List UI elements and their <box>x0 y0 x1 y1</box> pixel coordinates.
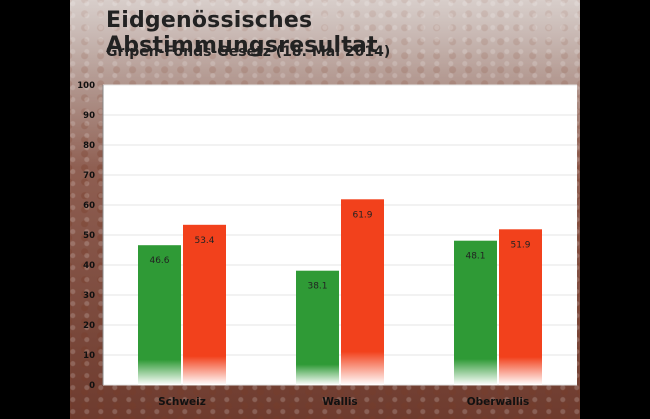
data-label: 61.9 <box>352 210 372 220</box>
y-tick-label: 40 <box>83 261 95 271</box>
data-label: 46.6 <box>149 256 169 266</box>
chart-stage: Eidgenössisches Abstimmungsresultat Grip… <box>70 0 580 419</box>
bar <box>454 240 497 385</box>
y-tick-label: 80 <box>83 141 95 151</box>
y-tick-label: 70 <box>83 171 95 181</box>
data-label: 48.1 <box>465 252 485 262</box>
data-label: 38.1 <box>307 282 327 292</box>
bar <box>183 224 226 385</box>
bar-chart: 0 10 20 30 40 50 60 70 80 90 100 46.6 53.4 Schweiz 38.… <box>77 81 577 408</box>
data-label: 51.9 <box>510 240 530 250</box>
y-tick-label: 0 <box>89 381 95 391</box>
bar <box>499 229 542 385</box>
y-tick-label: 60 <box>83 201 95 211</box>
bar <box>341 199 384 385</box>
bar <box>296 270 339 385</box>
x-tick-label: Schweiz <box>158 396 206 408</box>
chart-subtitle: Gripen-Fonds-Gesetz (18. Mai 2014) <box>106 44 391 60</box>
y-tick-label: 10 <box>83 351 95 361</box>
y-tick-label: 100 <box>77 81 95 91</box>
data-label: 53.4 <box>194 236 214 246</box>
y-tick-label: 50 <box>83 231 95 241</box>
y-tick-label: 20 <box>83 321 95 331</box>
bar <box>138 245 181 385</box>
x-tick-label: Oberwallis <box>467 396 530 408</box>
y-tick-label: 30 <box>83 291 95 301</box>
x-tick-label: Wallis <box>322 396 357 408</box>
chart-title: Eidgenössisches Abstimmungsresultat <box>106 8 378 58</box>
y-tick-label: 90 <box>83 111 95 121</box>
